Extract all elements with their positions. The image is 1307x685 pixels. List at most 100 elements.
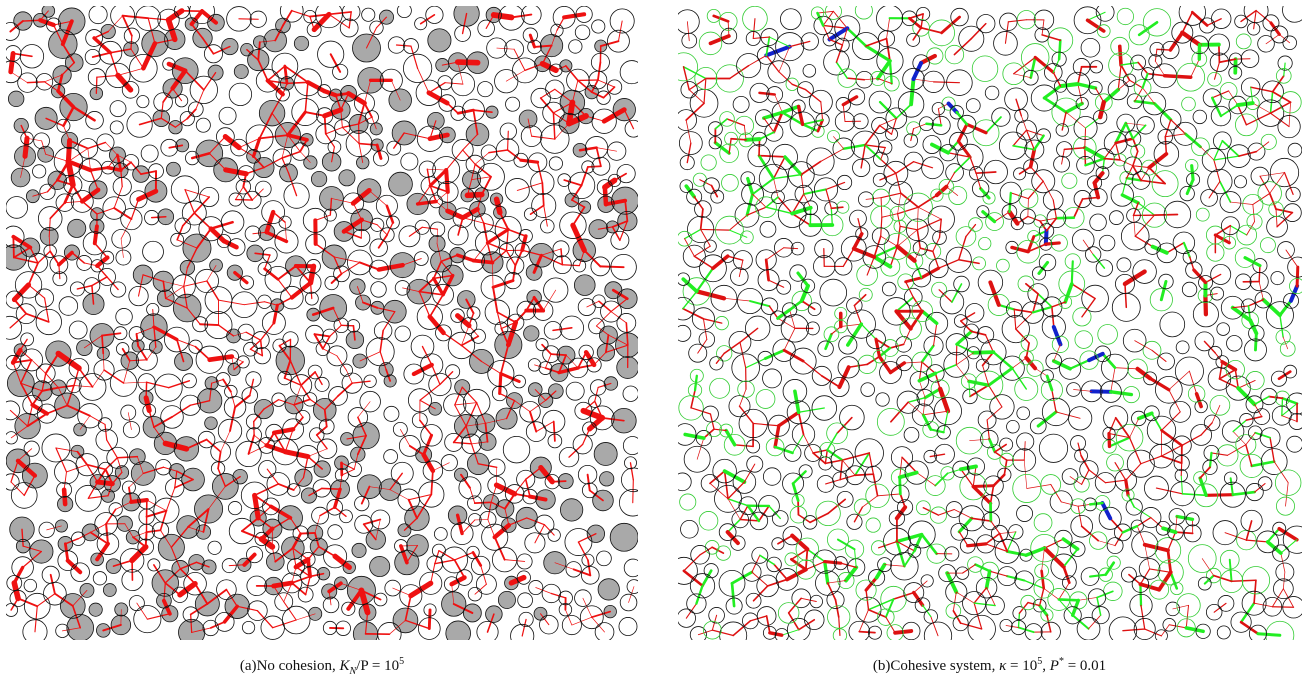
- contact-force: [29, 246, 39, 264]
- contact-force: [325, 126, 343, 135]
- contact-force: [1137, 202, 1156, 216]
- grain: [529, 456, 552, 479]
- grain: [522, 488, 538, 505]
- contact-force: [884, 598, 895, 619]
- contact-force: [777, 317, 796, 329]
- contact-force: [329, 53, 342, 73]
- grain: [1042, 189, 1064, 211]
- contact-force: [460, 335, 480, 347]
- grain: [309, 537, 328, 556]
- contact-force: [1168, 624, 1187, 629]
- grain: [460, 188, 475, 203]
- grain: [838, 335, 858, 355]
- contact-force: [145, 509, 168, 518]
- grain: [319, 186, 344, 211]
- grain: [1195, 207, 1210, 222]
- contact-force: [1120, 64, 1131, 82]
- contact-force: [1103, 157, 1121, 161]
- contact-force: [1280, 552, 1286, 573]
- grain: [1047, 27, 1074, 54]
- grain: [1171, 21, 1194, 44]
- grain: [1165, 601, 1180, 617]
- contact-force: [1114, 137, 1135, 145]
- grain: [146, 302, 160, 317]
- contact-force: [1011, 367, 1028, 390]
- contact-force: [1104, 561, 1116, 577]
- contact-force: [432, 276, 445, 297]
- contact-force: [115, 72, 134, 93]
- contact-force: [969, 438, 990, 441]
- grain: [207, 64, 224, 81]
- contact-force: [967, 379, 991, 387]
- grain: [1068, 406, 1093, 431]
- grain: [745, 315, 771, 342]
- contact-force: [249, 378, 255, 397]
- contact-force: [432, 274, 454, 280]
- contact-force: [369, 486, 391, 490]
- contact-force: [1129, 418, 1140, 438]
- contact-force: [190, 613, 193, 634]
- contact-force: [206, 280, 220, 301]
- contact-force: [1098, 100, 1106, 120]
- grain: [262, 518, 283, 539]
- grain: [23, 592, 51, 620]
- contact-force: [1134, 214, 1156, 237]
- grain: [552, 240, 570, 258]
- contact-force: [985, 543, 1008, 552]
- contact-force: [1147, 151, 1169, 170]
- contact-force: [1026, 129, 1045, 137]
- contact-force: [10, 425, 28, 439]
- grain: [54, 519, 68, 533]
- contact-force: [358, 142, 378, 146]
- contact-force: [1063, 147, 1086, 151]
- grain: [270, 298, 285, 313]
- contact-force: [1229, 225, 1248, 236]
- grain: [695, 430, 712, 447]
- grain: [738, 408, 768, 439]
- grain: [1024, 139, 1045, 160]
- grain: [6, 355, 21, 371]
- grain: [698, 331, 716, 348]
- grain: [130, 461, 156, 486]
- contact-force: [972, 465, 977, 488]
- contact-force: [683, 228, 702, 240]
- grain: [1142, 91, 1167, 116]
- grain: [745, 592, 762, 609]
- contact-force: [982, 365, 990, 386]
- grain: [619, 60, 638, 85]
- contact-force: [840, 562, 857, 569]
- grain: [1142, 8, 1172, 37]
- grain: [1225, 360, 1245, 380]
- contact-force: [969, 156, 977, 174]
- contact-force: [565, 609, 573, 626]
- contact-force: [1013, 308, 1017, 330]
- contact-force: [1181, 434, 1202, 447]
- grain: [128, 326, 145, 342]
- grain: [284, 395, 304, 415]
- contact-force: [1011, 357, 1027, 369]
- contact-force: [920, 26, 943, 34]
- grain: [480, 274, 506, 300]
- grain: [678, 324, 692, 342]
- grain: [689, 626, 707, 640]
- contact-force: [1218, 43, 1221, 64]
- contact-force: [392, 587, 412, 597]
- grain: [952, 460, 970, 478]
- grain: [945, 333, 968, 356]
- grain: [767, 60, 791, 84]
- contact-force: [109, 48, 132, 54]
- grain: [321, 328, 338, 345]
- contact-force: [975, 171, 997, 175]
- grain: [278, 215, 292, 229]
- contact-force: [702, 318, 723, 324]
- grain: [88, 602, 103, 617]
- grain: [626, 579, 638, 594]
- grain: [558, 590, 573, 606]
- grain: [90, 552, 104, 567]
- grain: [731, 510, 749, 529]
- grain: [581, 482, 598, 499]
- grain: [827, 528, 849, 551]
- contact-force: [1218, 361, 1224, 380]
- caption-b-p-rest: = 0.01: [1063, 658, 1107, 674]
- grain: [1199, 17, 1216, 34]
